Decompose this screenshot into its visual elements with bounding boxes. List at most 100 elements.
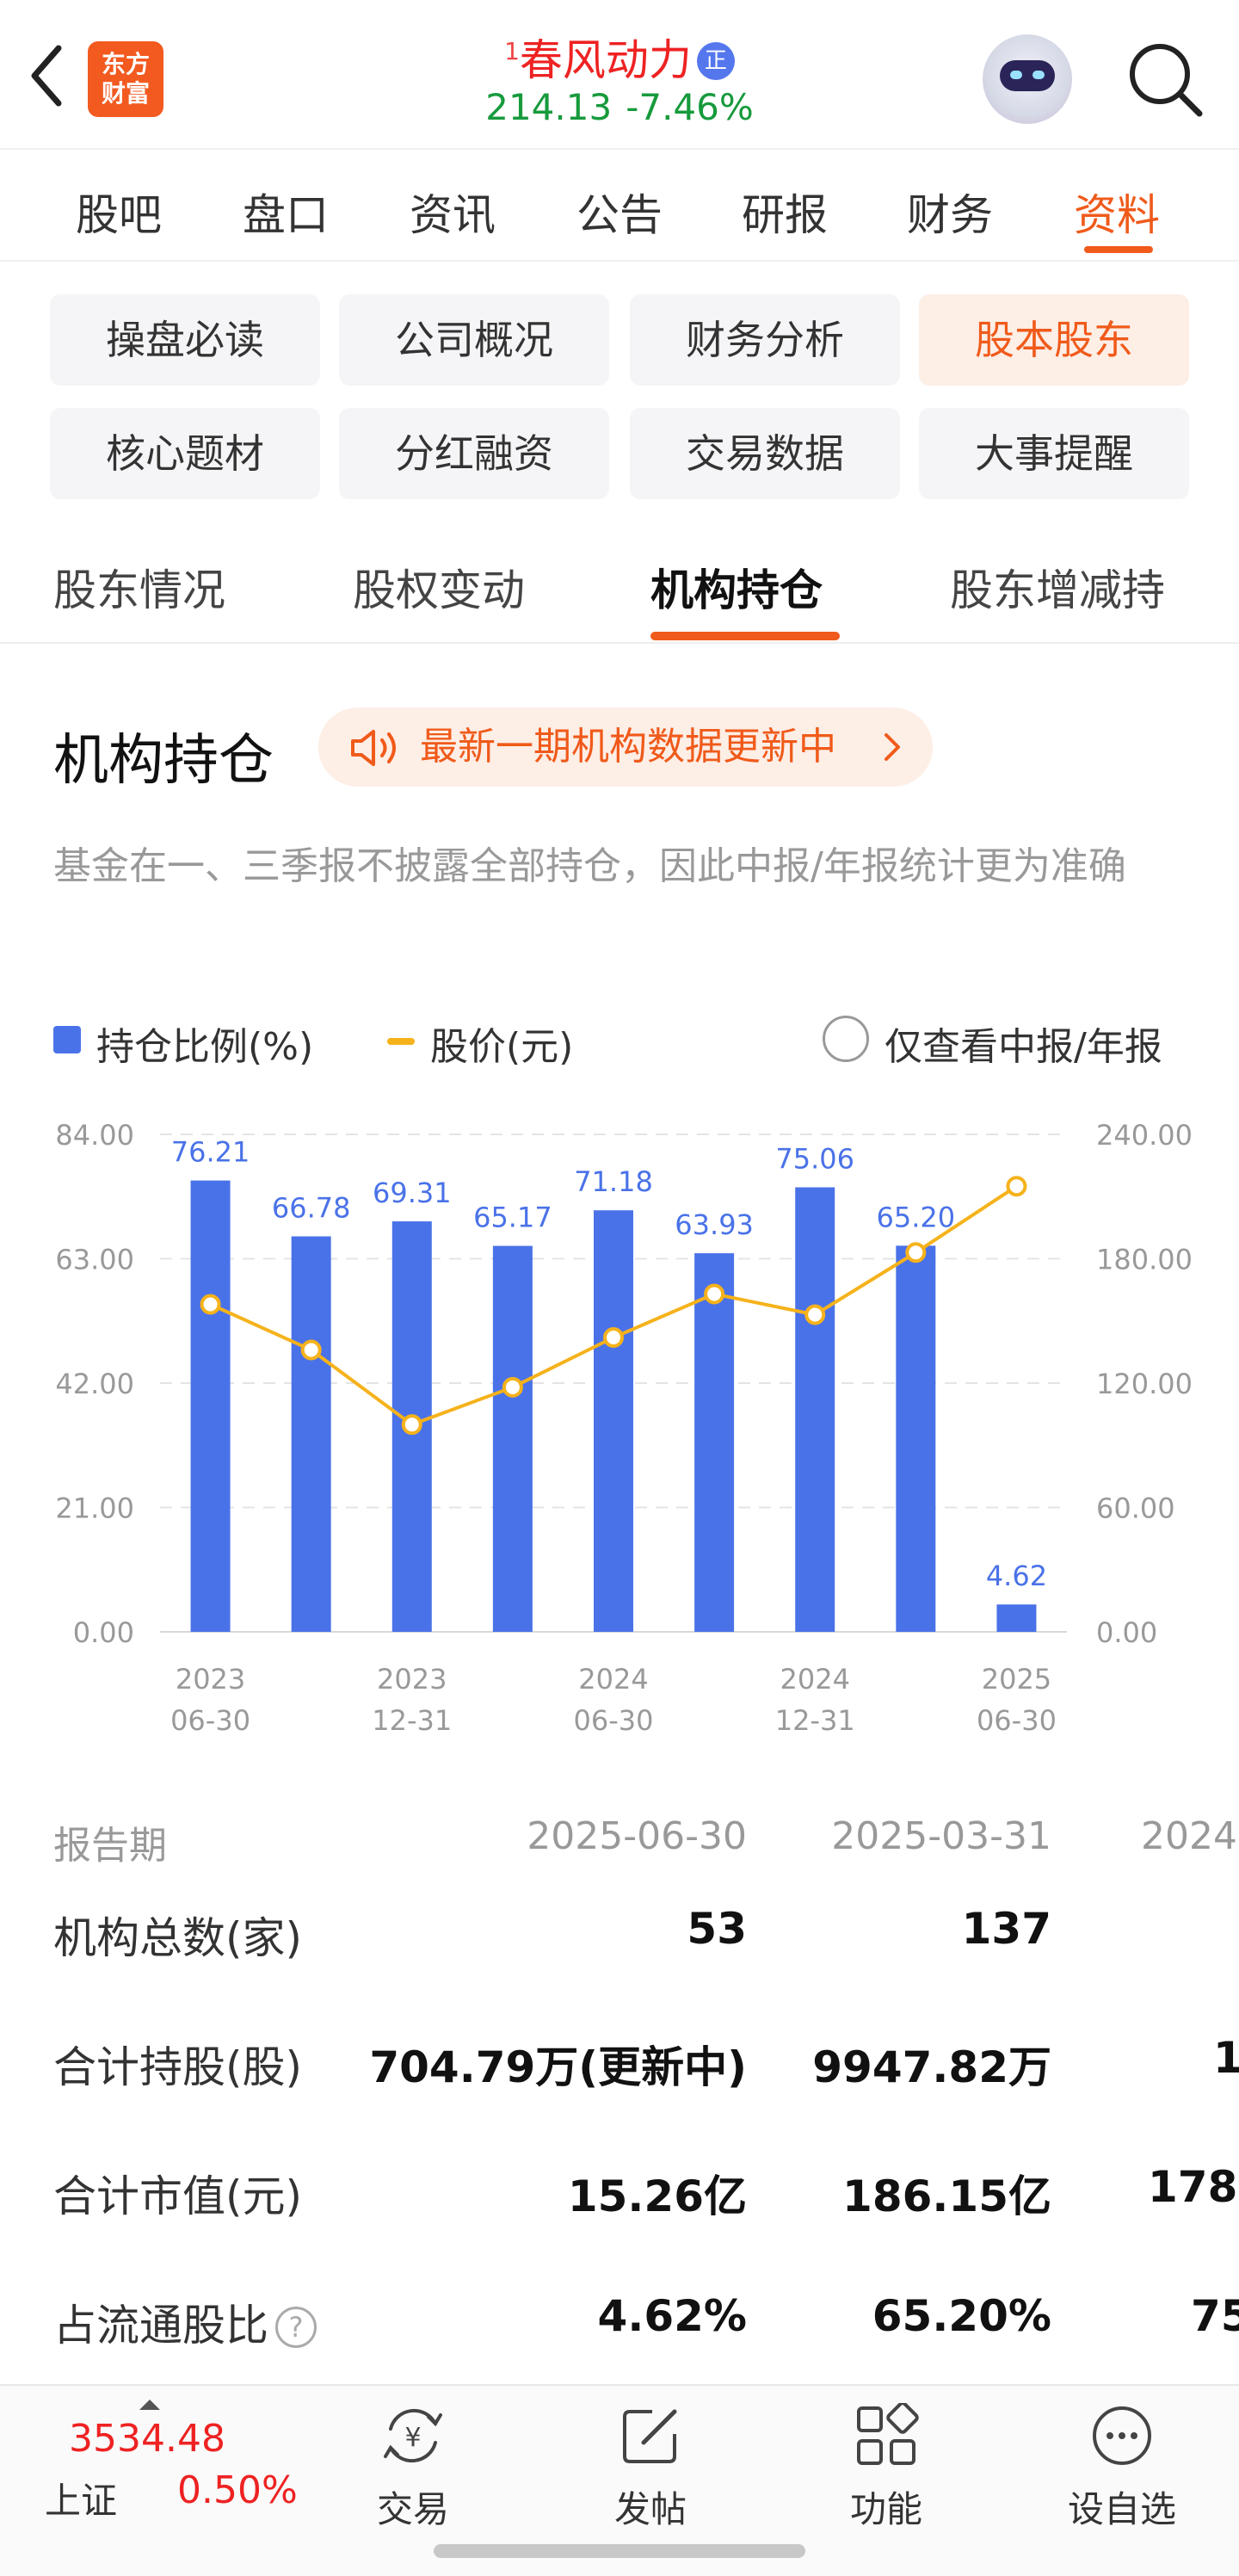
stock-quote: 214.13 -7.46%	[465, 86, 774, 128]
btn-trading-must-read[interactable]: 操盘必读	[50, 294, 320, 386]
bar	[996, 1604, 1037, 1632]
bar	[795, 1187, 835, 1632]
subtab-shareholder-info[interactable]: 股东情况	[53, 565, 225, 615]
x-tick-label-date: 06-30	[170, 1704, 250, 1737]
table-col-1: 2025-06-30	[527, 1814, 747, 1858]
table-cell: 9947.82万	[812, 2042, 1051, 2092]
btn-dividends-financing[interactable]: 分红融资	[339, 408, 609, 499]
index-value[interactable]: 3534.48	[69, 2417, 225, 2461]
stock-title[interactable]: 1春风动力正	[482, 26, 757, 86]
bar	[896, 1245, 936, 1632]
tab-pankou[interactable]: 盘口	[243, 190, 329, 240]
tab-profile[interactable]: 资料	[1074, 190, 1160, 240]
float-ratio-text: 占流通股比	[53, 2301, 268, 2351]
row-label-market-value: 合计市值(元)	[53, 2171, 303, 2221]
index-name[interactable]: 上证	[45, 2480, 118, 2522]
bar-value-label: 4.62	[986, 1560, 1047, 1592]
logo-line-1: 东方	[101, 50, 150, 78]
right-axis-tick-label: 240.00	[1096, 1119, 1193, 1152]
btn-major-events[interactable]: 大事提醒	[919, 408, 1189, 499]
eastmoney-logo[interactable]: 东方 财富	[88, 41, 163, 117]
bar-value-label: 65.17	[473, 1202, 552, 1234]
tab-announcements[interactable]: 公告	[576, 190, 663, 240]
bar-value-label: 63.93	[675, 1208, 754, 1241]
section-title: 机构持仓	[53, 729, 274, 793]
btn-financial-analysis[interactable]: 财务分析	[630, 294, 900, 386]
nav-post[interactable]: 发帖	[573, 2403, 728, 2532]
subtab-equity-changes[interactable]: 股权变动	[353, 565, 525, 615]
subtab-institutional-holdings[interactable]: 机构持仓	[650, 565, 823, 615]
bar-value-label: 71.18	[574, 1165, 653, 1198]
tab-finance[interactable]: 财务	[907, 190, 993, 240]
main-tabs: 股吧 盘口 资讯 公告 研报 财务 资料	[0, 148, 1239, 262]
table-cell: 704.79万(更新中)	[369, 2042, 747, 2092]
holdings-chart: 0.00 21.00 42.00 63.00 84.00 0.00 60.00 120.00 1…	[55, 1119, 1193, 1737]
table-cell: 178	[1148, 2162, 1238, 2212]
tab-guba[interactable]: 股吧	[76, 190, 162, 240]
stock-price: 214.13	[485, 86, 613, 128]
left-axis-tick-label: 63.00	[55, 1244, 134, 1276]
help-icon[interactable]: ?	[275, 2307, 317, 2348]
right-axis-tick-label: 180.00	[1096, 1244, 1193, 1276]
price-point	[200, 1294, 221, 1315]
chevron-right-icon	[885, 733, 900, 761]
x-tick-label-year: 2025	[982, 1663, 1051, 1696]
bar-value-label: 65.20	[877, 1201, 956, 1233]
caret-up-icon[interactable]	[139, 2398, 160, 2410]
btn-core-themes[interactable]: 核心题材	[50, 408, 320, 499]
yen-exchange-icon: ¥	[384, 2408, 442, 2463]
bar	[594, 1210, 633, 1632]
x-tick-label-date: 12-31	[775, 1704, 855, 1737]
price-point	[300, 1339, 322, 1361]
bar-value-label: 69.31	[373, 1177, 452, 1209]
nav-trade[interactable]: ¥ 交易	[336, 2403, 490, 2532]
home-indicator[interactable]	[434, 2544, 805, 2558]
logo-line-2: 财富	[101, 79, 150, 108]
speaker-icon	[351, 730, 396, 766]
index-change[interactable]: 0.50%	[177, 2468, 298, 2512]
report-only-radio[interactable]	[823, 1016, 869, 1062]
btn-company-overview[interactable]: 公司概况	[339, 294, 609, 386]
left-axis-tick-label: 84.00	[55, 1119, 134, 1152]
report-period-label: 报告期	[53, 1824, 167, 1868]
stock-rank-superscript: 1	[504, 37, 520, 65]
price-point	[401, 1414, 422, 1436]
price-point	[704, 1283, 725, 1305]
price-point	[1006, 1176, 1027, 1197]
table-cell: 4.62%	[597, 2291, 747, 2341]
btn-shareholders[interactable]: 股本股东	[919, 294, 1189, 386]
table-col-2: 2025-03-31	[831, 1814, 1051, 1858]
price-point	[905, 1242, 927, 1263]
row-label-total-shares: 合计持股(股)	[53, 2042, 303, 2092]
tab-research[interactable]: 研报	[742, 190, 828, 240]
nav-features-label: 功能	[849, 2488, 922, 2530]
nav-features[interactable]: 功能	[809, 2403, 964, 2532]
btn-trading-data[interactable]: 交易数据	[630, 408, 900, 499]
bar	[190, 1180, 231, 1632]
bottom-bar: 3534.48 上证 0.50% ¥ 交易 发帖 功能	[0, 2384, 1239, 2576]
search-icon[interactable]	[1124, 38, 1206, 120]
active-tab-indicator	[1084, 246, 1153, 253]
nav-watchlist[interactable]: 设自选	[1045, 2403, 1199, 2532]
x-tick-label-year: 2024	[578, 1663, 648, 1696]
assistant-robot-icon[interactable]	[983, 34, 1072, 124]
back-arrow-icon[interactable]	[26, 41, 69, 110]
right-axis-tick-label: 120.00	[1096, 1368, 1193, 1400]
report-only-label[interactable]: 仅查看中报/年报	[885, 1025, 1162, 1069]
price-point	[603, 1327, 624, 1349]
table-col-3: 2024	[1141, 1814, 1237, 1858]
row-label-float-ratio: 占流通股比?	[53, 2291, 317, 2353]
edit-post-icon	[623, 2409, 677, 2463]
update-notice[interactable]: 最新一期机构数据更新中	[318, 707, 933, 787]
left-axis-tick-label: 0.00	[73, 1616, 134, 1649]
table-cell: 75	[1191, 2291, 1239, 2341]
svg-text:¥: ¥	[404, 2423, 421, 2453]
legend-bar-swatch	[53, 1026, 81, 1053]
bar-value-label: 76.21	[171, 1136, 250, 1169]
nav-post-label: 发帖	[613, 2488, 687, 2530]
tab-news[interactable]: 资讯	[410, 190, 496, 240]
subtab-holding-changes[interactable]: 股东增减持	[950, 565, 1165, 615]
bar-value-label: 75.06	[775, 1143, 854, 1176]
nav-trade-label: 交易	[376, 2488, 449, 2530]
x-tick-label-date: 06-30	[977, 1704, 1057, 1737]
